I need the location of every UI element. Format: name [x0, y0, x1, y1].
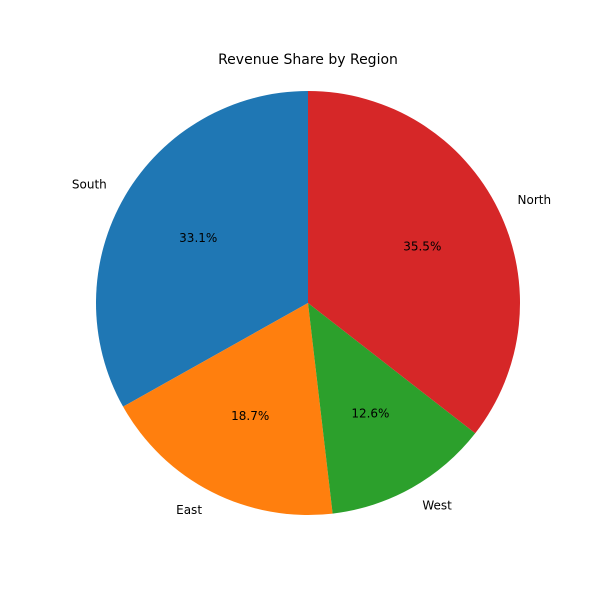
pie-slices [95, 90, 520, 515]
slice-percent-west: 12.6% [351, 406, 389, 420]
slice-percent-south: 33.1% [179, 231, 217, 245]
slice-label-south: South [72, 178, 107, 192]
pie-slice-south [95, 91, 308, 407]
slice-percent-north: 35.5% [403, 240, 441, 254]
slice-label-west: West [422, 499, 452, 513]
slice-percent-east: 18.7% [231, 409, 269, 423]
slice-label-north: North [518, 193, 552, 207]
slice-label-east: East [176, 503, 202, 517]
chart-title: Revenue Share by Region [218, 52, 398, 68]
pie-slice-east [123, 303, 333, 515]
pie-labels: South 33.1% East 18.7% West 12.6% North 35.5% [72, 178, 551, 518]
pie-slice-north [308, 90, 520, 434]
pie-slice-west [308, 303, 476, 514]
